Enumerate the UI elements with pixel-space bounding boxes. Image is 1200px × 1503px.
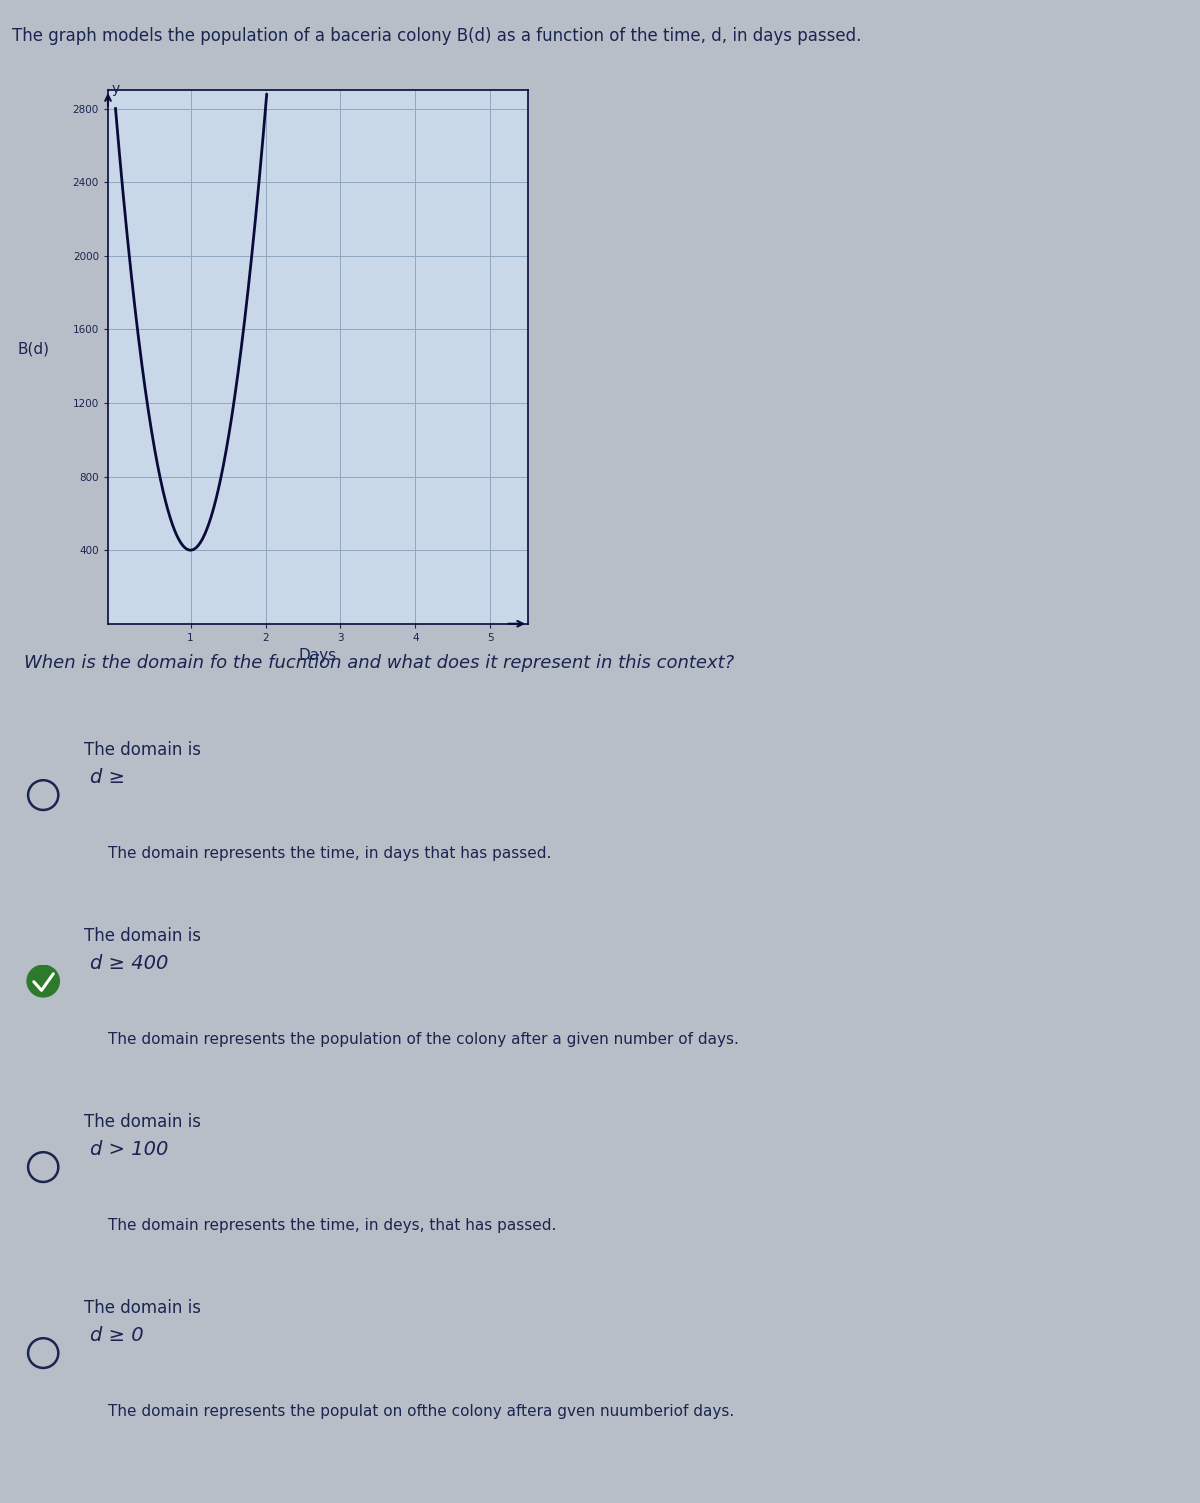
Text: The domain represents the populat on ofthe colony aftera gven nuumberiof days.: The domain represents the populat on oft…: [108, 1404, 734, 1419]
Text: The domain is: The domain is: [84, 927, 202, 945]
Text: d ≥ 400: d ≥ 400: [90, 953, 168, 972]
Text: The domain is: The domain is: [84, 1299, 202, 1317]
Text: When is the domain fo the fucntion and what does it represent in this context?: When is the domain fo the fucntion and w…: [24, 654, 734, 672]
Text: y: y: [112, 81, 120, 96]
Y-axis label: B(d): B(d): [18, 343, 50, 358]
Circle shape: [28, 965, 59, 996]
Text: The domain represents the population of the colony after a given number of days.: The domain represents the population of …: [108, 1033, 739, 1048]
Text: d > 100: d > 100: [90, 1139, 168, 1159]
X-axis label: Days: Days: [299, 648, 337, 663]
Text: d ≥ 0: d ≥ 0: [90, 1326, 144, 1345]
Text: The graph models the population of a baceria colony B(d) as a function of the ti: The graph models the population of a bac…: [12, 27, 862, 45]
Text: d ≥: d ≥: [90, 768, 125, 786]
Text: The domain is: The domain is: [84, 1112, 202, 1130]
Text: The domain represents the time, in days that has passed.: The domain represents the time, in days …: [108, 846, 551, 861]
Text: The domain is: The domain is: [84, 741, 202, 759]
Text: The domain represents the time, in deys, that has passed.: The domain represents the time, in deys,…: [108, 1217, 557, 1232]
